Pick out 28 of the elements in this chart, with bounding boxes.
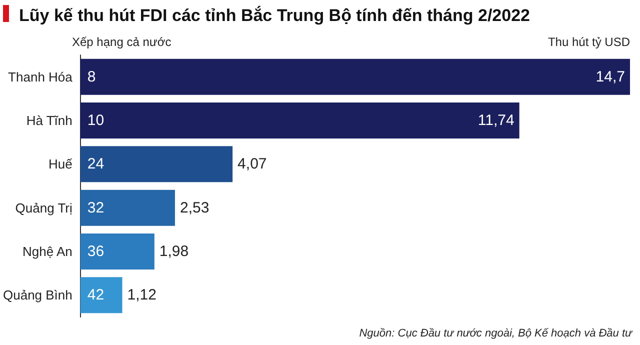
annotation: 10 bbox=[87, 112, 104, 129]
bar bbox=[80, 58, 630, 95]
data-label: 11,74 bbox=[478, 112, 514, 129]
annotation: 8 bbox=[87, 68, 96, 86]
data-label: 2,53 bbox=[180, 199, 210, 216]
bar bbox=[80, 277, 122, 314]
y-tick-label: Huế bbox=[48, 156, 74, 172]
text: Xếp hạng cả nước bbox=[72, 35, 172, 49]
bar bbox=[80, 102, 520, 138]
bar bbox=[80, 190, 175, 226]
text: Nguồn: Cục Đầu tư nước ngoài, Bộ Kế hoạch và Đầu tư bbox=[359, 328, 634, 340]
data-label: 4,07 bbox=[238, 156, 267, 173]
y-tick-label: Quảng Bình bbox=[2, 288, 72, 303]
annotation: 24 bbox=[87, 156, 104, 173]
y-tick-label: Nghệ An bbox=[22, 244, 72, 259]
data-label: 14,7 bbox=[596, 68, 625, 86]
annotation: 36 bbox=[87, 243, 104, 260]
bar bbox=[80, 146, 233, 182]
y-tick-label: Quảng Trị bbox=[15, 200, 72, 216]
data-label: 1,98 bbox=[159, 243, 189, 260]
text: Thu hút tỷ USD bbox=[548, 35, 630, 49]
chart-title: Lũy kế thu hút FDI các tỉnh Bắc Trung Bộ tính đến tháng 2/2022 bbox=[19, 5, 530, 25]
bar bbox=[80, 234, 154, 270]
y-tick-label: Thanh Hóa bbox=[8, 69, 74, 84]
annotation: 42 bbox=[87, 286, 104, 304]
y-tick-label: Hà Tĩnh bbox=[26, 113, 72, 128]
data-label: 1,12 bbox=[127, 286, 156, 304]
annotation: 32 bbox=[87, 199, 104, 216]
